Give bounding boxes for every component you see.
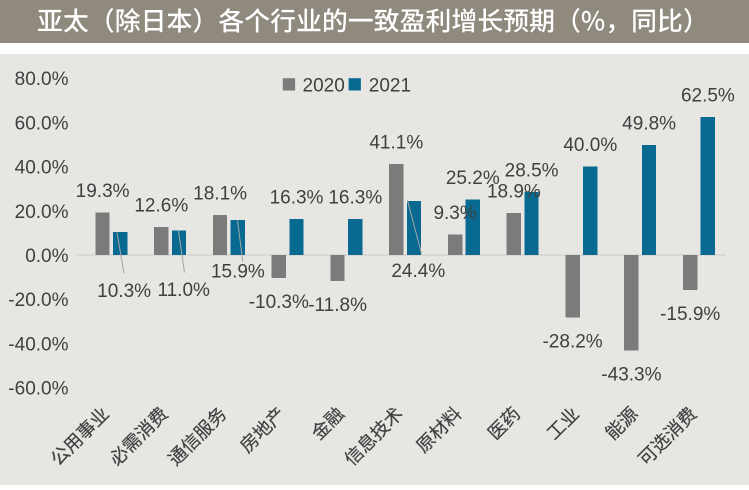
svg-text:80.0%: 80.0% — [15, 69, 69, 90]
svg-text:28.5%: 28.5% — [505, 161, 559, 182]
svg-text:49.8%: 49.8% — [622, 113, 676, 134]
svg-text:16.3%: 16.3% — [270, 188, 324, 209]
svg-text:16.3%: 16.3% — [328, 188, 382, 209]
svg-text:10.3%: 10.3% — [97, 281, 151, 302]
svg-text:-20.0%: -20.0% — [8, 290, 68, 311]
svg-text:-10.3%: -10.3% — [249, 292, 309, 313]
svg-text:-43.3%: -43.3% — [601, 365, 661, 386]
svg-text:-60.0%: -60.0% — [8, 379, 68, 400]
svg-text:9.3%: 9.3% — [433, 203, 476, 224]
svg-text:0.0%: 0.0% — [25, 246, 68, 267]
svg-text:40.0%: 40.0% — [15, 158, 69, 179]
svg-text:-15.9%: -15.9% — [660, 304, 720, 325]
svg-text:15.9%: 15.9% — [211, 261, 265, 282]
svg-text:18.9%: 18.9% — [487, 182, 541, 203]
svg-text:-28.2%: -28.2% — [542, 331, 602, 352]
svg-text:12.6%: 12.6% — [134, 196, 188, 217]
svg-text:41.1%: 41.1% — [369, 133, 423, 154]
svg-text:19.3%: 19.3% — [76, 181, 130, 202]
svg-text:20.0%: 20.0% — [15, 202, 69, 223]
svg-text:-40.0%: -40.0% — [8, 334, 68, 355]
svg-text:40.0%: 40.0% — [563, 135, 617, 156]
svg-text:60.0%: 60.0% — [15, 113, 69, 134]
svg-text:25.2%: 25.2% — [446, 168, 500, 189]
svg-text:18.1%: 18.1% — [193, 184, 247, 205]
svg-text:2020: 2020 — [303, 75, 345, 96]
svg-text:62.5%: 62.5% — [681, 85, 735, 106]
svg-text:-11.8%: -11.8% — [308, 295, 367, 316]
svg-text:2021: 2021 — [369, 75, 411, 96]
svg-text:24.4%: 24.4% — [391, 261, 445, 282]
svg-text:11.0%: 11.0% — [157, 280, 210, 301]
